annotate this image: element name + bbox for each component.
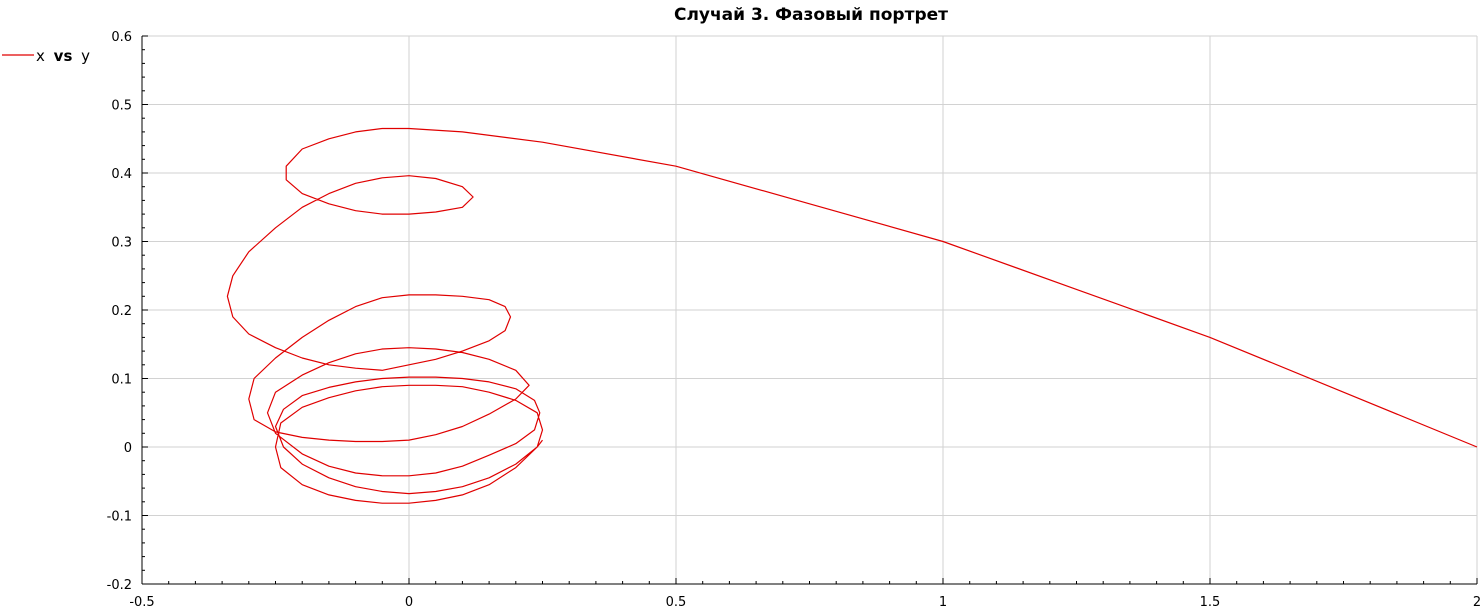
axes bbox=[141, 35, 1478, 585]
tick-labels: -0.5 0 0.5 1 1.5 2 -0.2 -0.1 0 0.1 0.2 0.3 0.4 0.5 0.6 bbox=[107, 30, 1482, 610]
series-layer bbox=[226, 127, 1478, 504]
y-tick-label-5: 0.3 bbox=[111, 236, 132, 251]
legend-label-suffix: y bbox=[81, 47, 90, 65]
y-tick-label-6: 0.4 bbox=[111, 167, 132, 182]
legend-label-mid: vs bbox=[54, 47, 73, 65]
y-tick-label-2: 0 bbox=[124, 441, 132, 456]
y-tick-label-1: -0.1 bbox=[107, 510, 132, 525]
x-tick-label-0: -0.5 bbox=[129, 595, 154, 610]
y-tick-label-3: 0.1 bbox=[111, 373, 132, 388]
chart-title: Случай 3. Фазовый портрет bbox=[674, 5, 948, 25]
legend-label: x vs y bbox=[36, 47, 90, 65]
x-tick-label-3: 1 bbox=[939, 595, 947, 610]
x-tick-label-4: 1.5 bbox=[1200, 595, 1221, 610]
legend: x vs y bbox=[2, 47, 90, 65]
x-tick-label-2: 0.5 bbox=[666, 595, 687, 610]
legend-label-prefix: x bbox=[36, 47, 45, 65]
series-line-0 bbox=[226, 127, 1478, 504]
y-tick-label-0: -0.2 bbox=[107, 578, 132, 593]
x-tick-label-5: 2 bbox=[1473, 595, 1481, 610]
y-tick-label-8: 0.6 bbox=[111, 30, 132, 45]
y-tick-label-4: 0.2 bbox=[111, 304, 132, 319]
grid bbox=[142, 35, 1478, 584]
x-tick-label-1: 0 bbox=[405, 595, 413, 610]
y-tick-label-7: 0.5 bbox=[111, 99, 132, 114]
